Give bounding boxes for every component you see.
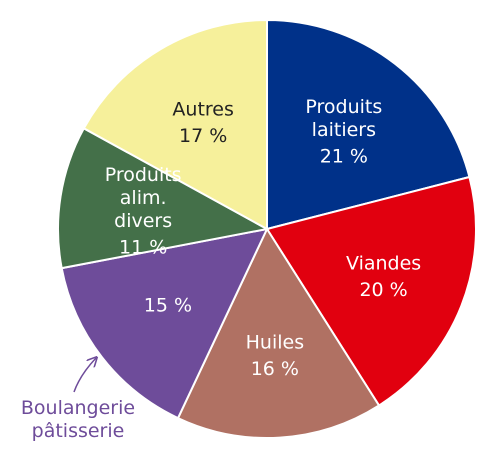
label-line: Boulangerie (21, 397, 135, 419)
pie-slice (57, 126, 270, 270)
label-line: laitiers (312, 118, 376, 140)
label-line: Produits (105, 163, 182, 185)
label-line: pâtisserie (32, 420, 125, 442)
value-label: 21 % (320, 145, 368, 167)
slice-label: Autres (172, 98, 233, 120)
label-arrow (73, 358, 96, 393)
label-line: alim. (120, 186, 167, 208)
label-line: Produits (305, 95, 382, 117)
value-label: 20 % (359, 279, 407, 301)
pie-slice (82, 18, 268, 231)
label-line: divers (114, 209, 172, 231)
pie-slice (176, 226, 381, 439)
slice-label: Viandes (346, 252, 421, 274)
label-line: Huiles (246, 331, 304, 353)
slice-label: Produits alim. divers (105, 163, 182, 231)
value-label: 16 % (251, 358, 299, 380)
label-line: Viandes (346, 252, 421, 274)
value-label: 17 % (179, 125, 227, 147)
label-line: Autres (172, 98, 233, 120)
pie-slice (60, 227, 269, 420)
pie-slice (266, 18, 471, 231)
pie-slice (265, 175, 477, 407)
slice-label: Produits laitiers (305, 95, 382, 140)
slice-label: Huiles (246, 331, 304, 353)
value-label: 11 % (119, 236, 167, 258)
value-label: 15 % (144, 294, 192, 316)
slice-label: Boulangerie pâtisserie (21, 397, 135, 442)
